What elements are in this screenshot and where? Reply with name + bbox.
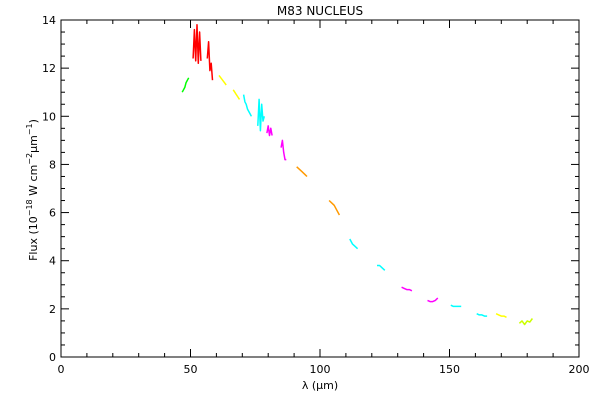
spectrum-segment: [280, 139, 287, 161]
y-label-exp1: −18: [25, 199, 34, 216]
spectrum-segment: [266, 125, 273, 137]
y-tick-label: 10: [42, 110, 56, 123]
spectrum-segment: [401, 286, 413, 292]
y-label-suffix: ): [27, 119, 40, 123]
chart-title: M83 NUCLEUS: [277, 4, 363, 18]
spectrum-segment: [206, 40, 214, 81]
x-tick-label: 150: [439, 363, 460, 376]
spectrum-segment: [476, 313, 488, 317]
spectrum-segment: [518, 318, 534, 326]
tick-labels: 0 50 100 150 200 0 2 4 6 8 10 12 14: [42, 14, 590, 376]
x-tick-label: 100: [310, 363, 331, 376]
spectrum-segment: [349, 238, 359, 250]
axis-ticks: [60, 19, 580, 358]
spectrum-segment: [192, 24, 202, 65]
spectrum-segment: [328, 199, 341, 216]
x-tick-label: 200: [569, 363, 590, 376]
y-label-mid2: μm: [27, 135, 40, 153]
y-tick-label: 4: [49, 255, 56, 268]
y-label-prefix: Flux (10: [27, 216, 40, 261]
y-label-mid1: W cm: [27, 165, 40, 200]
spectrum-segment: [181, 77, 190, 93]
spectrum-segment: [232, 89, 241, 100]
y-tick-label: 8: [49, 158, 56, 171]
spectrum-segment: [495, 313, 507, 318]
spectrum-segment: [427, 297, 439, 303]
spectrum-segment: [257, 98, 266, 132]
y-tick-label: 6: [49, 207, 56, 220]
y-label-exp3: −1: [25, 123, 34, 135]
y-tick-label: 14: [42, 14, 56, 27]
spectrum-segment: [242, 94, 253, 117]
spectrum-segment: [377, 264, 386, 271]
x-tick-label: 0: [58, 363, 65, 376]
y-tick-label: 2: [49, 303, 56, 316]
y-tick-label: 12: [42, 62, 56, 75]
spectrum-segment: [450, 304, 462, 308]
y-label-exp2: −2: [25, 153, 34, 165]
spectrum-segment: [296, 166, 308, 178]
y-tick-label: 0: [49, 351, 56, 364]
x-tick-label: 50: [184, 363, 198, 376]
x-axis-label: λ (μm): [302, 379, 338, 392]
spectrum-segment: [218, 74, 227, 86]
y-axis-label: Flux (10−18 W cm−2μm−1): [25, 119, 40, 261]
series-layer: [181, 24, 534, 326]
